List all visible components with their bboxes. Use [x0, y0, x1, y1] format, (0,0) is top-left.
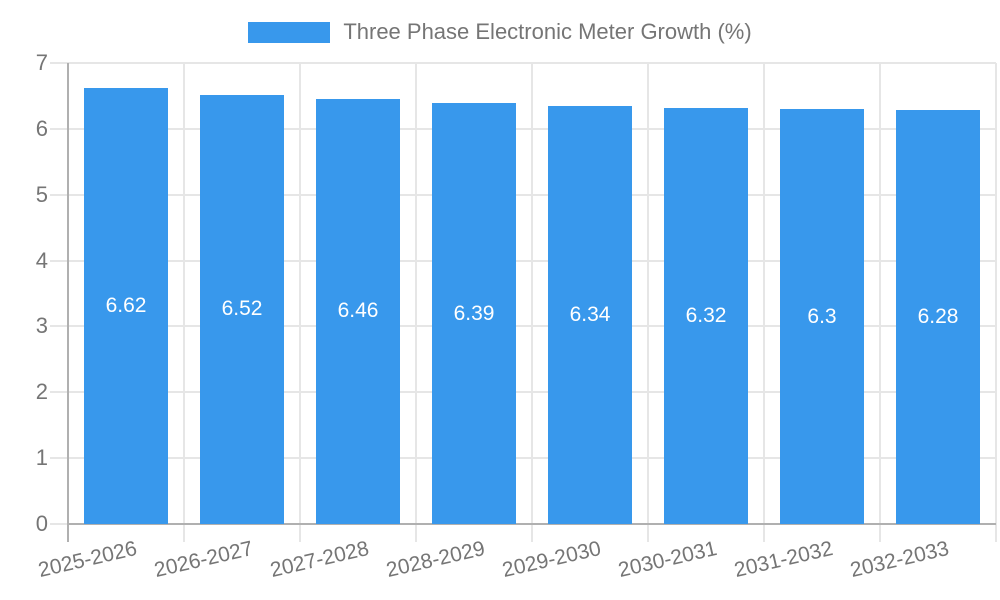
y-tick-label: 2 — [35, 379, 48, 405]
y-tick-label: 1 — [35, 445, 48, 471]
y-tick-label: 7 — [35, 50, 48, 75]
bar[interactable] — [200, 94, 284, 524]
bar-value-label: 6.28 — [917, 305, 959, 329]
x-tick-label: 2027-2028 — [268, 537, 372, 583]
x-axis-tick — [647, 524, 649, 542]
x-tick-label: 2028-2029 — [384, 537, 488, 583]
x-tick-label: 2029-2030 — [500, 537, 604, 583]
x-axis-line — [68, 523, 996, 525]
y-axis-tick — [50, 259, 68, 262]
y-tick-label: 5 — [35, 181, 48, 207]
y-tick-label: 4 — [35, 247, 48, 273]
y-axis-tick — [50, 62, 68, 64]
legend-label[interactable]: Three Phase Electronic Meter Growth (%) — [343, 19, 752, 44]
x-gridline — [531, 63, 533, 524]
x-axis-tick — [299, 524, 301, 542]
x-axis-tick — [763, 524, 765, 542]
bar-value-label: 6.3 — [807, 304, 837, 328]
x-gridline — [415, 63, 417, 524]
x-tick-label: 2030-2031 — [616, 537, 720, 583]
bar-value-label: 6.32 — [685, 303, 727, 327]
x-tick-label: 2031-2032 — [732, 537, 836, 583]
x-tick-label: 2026-2027 — [152, 537, 256, 583]
y-axis-tick — [50, 457, 68, 460]
x-axis-tick — [879, 524, 881, 542]
bar-value-label: 6.39 — [453, 301, 495, 325]
x-gridline — [183, 63, 185, 524]
y-axis-tick — [50, 391, 68, 394]
x-tick-label: 2025-2026 — [36, 537, 140, 583]
bar[interactable] — [896, 110, 980, 524]
x-gridline — [995, 63, 997, 524]
bar[interactable] — [316, 98, 400, 524]
legend: Three Phase Electronic Meter Growth (%) — [0, 19, 1000, 44]
x-gridline — [879, 63, 881, 524]
x-axis-tick — [531, 524, 533, 542]
legend-swatch[interactable] — [248, 21, 331, 43]
x-gridline — [647, 63, 649, 524]
bar-value-label: 6.46 — [337, 299, 379, 323]
bar[interactable] — [548, 106, 632, 524]
y-tick-label: 6 — [35, 115, 48, 141]
x-gridline — [299, 63, 301, 524]
x-axis-tick — [415, 524, 417, 542]
y-tick-label: 0 — [35, 511, 48, 536]
bar-value-label: 6.62 — [105, 294, 147, 317]
bar[interactable] — [432, 103, 516, 524]
x-axis-tick — [183, 524, 185, 542]
bar-value-label: 6.34 — [569, 303, 611, 327]
y-axis-tick — [50, 127, 68, 130]
y-axis-tick — [50, 325, 68, 328]
y-axis-line — [67, 63, 69, 542]
y-axis-tick — [50, 523, 68, 525]
y-tick-label: 3 — [35, 313, 48, 339]
bar[interactable] — [664, 107, 748, 524]
x-tick-label: 2032-2033 — [848, 537, 952, 583]
bar-value-label: 6.52 — [221, 297, 263, 321]
x-axis-tick — [995, 524, 997, 542]
y-axis-tick — [50, 193, 68, 196]
x-gridline — [763, 63, 765, 524]
bar[interactable] — [84, 88, 168, 524]
bar[interactable] — [780, 109, 864, 524]
